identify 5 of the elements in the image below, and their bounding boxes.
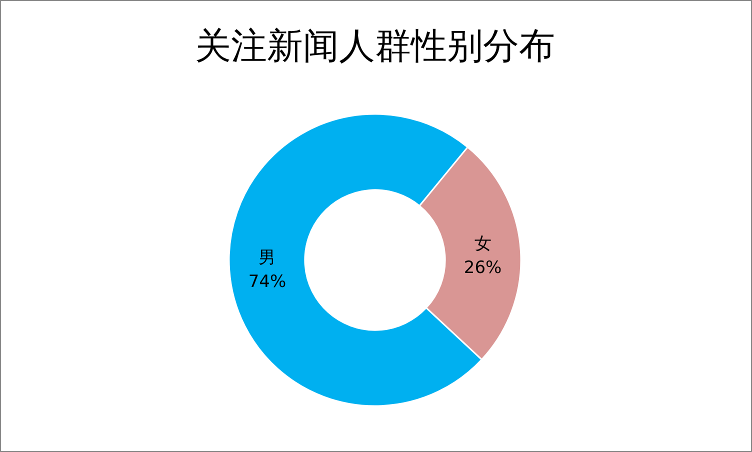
- slice-label: 女: [474, 234, 492, 254]
- data-label: 26%: [464, 258, 502, 278]
- chart-title: 关注新闻人群性别分布: [195, 26, 555, 66]
- slice-label: 男: [258, 248, 276, 268]
- data-label: 74%: [248, 272, 286, 292]
